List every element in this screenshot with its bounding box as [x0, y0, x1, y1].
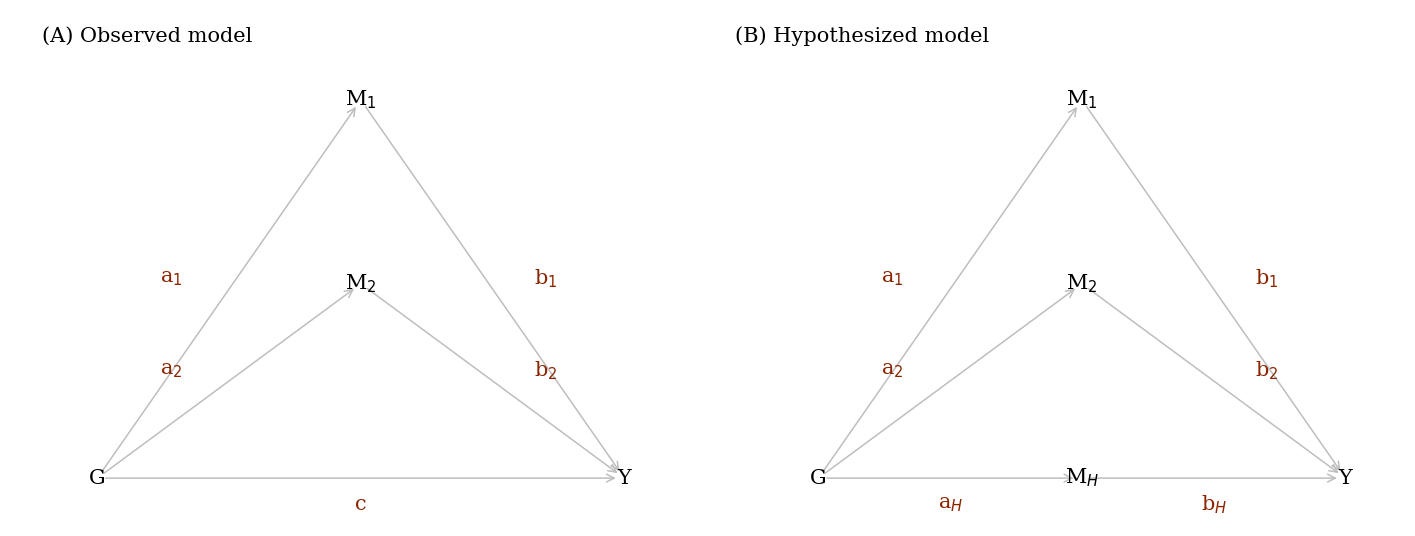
- Text: M$_2$: M$_2$: [1065, 272, 1098, 295]
- Text: a$_H$: a$_H$: [938, 495, 962, 514]
- Text: M$_1$: M$_1$: [1065, 88, 1098, 111]
- Text: M$_2$: M$_2$: [345, 272, 376, 295]
- Text: b$_1$: b$_1$: [1255, 267, 1278, 290]
- Text: b$_2$: b$_2$: [533, 359, 558, 382]
- Text: G: G: [89, 468, 106, 488]
- Text: (A) Observed model: (A) Observed model: [42, 26, 252, 46]
- Text: a$_1$: a$_1$: [160, 269, 183, 288]
- Text: b$_H$: b$_H$: [1200, 493, 1227, 516]
- Text: G: G: [811, 468, 826, 488]
- Text: (B) Hypothesized model: (B) Hypothesized model: [736, 26, 989, 46]
- Text: a$_2$: a$_2$: [880, 361, 903, 380]
- Text: Y: Y: [617, 468, 631, 488]
- Text: Y: Y: [1339, 468, 1353, 488]
- Text: a$_2$: a$_2$: [160, 361, 183, 380]
- Text: a$_1$: a$_1$: [880, 269, 903, 288]
- Text: b$_1$: b$_1$: [533, 267, 558, 290]
- Text: M$_H$: M$_H$: [1065, 467, 1099, 489]
- Text: M$_1$: M$_1$: [345, 88, 376, 111]
- Text: b$_2$: b$_2$: [1255, 359, 1278, 382]
- Text: c: c: [355, 495, 366, 514]
